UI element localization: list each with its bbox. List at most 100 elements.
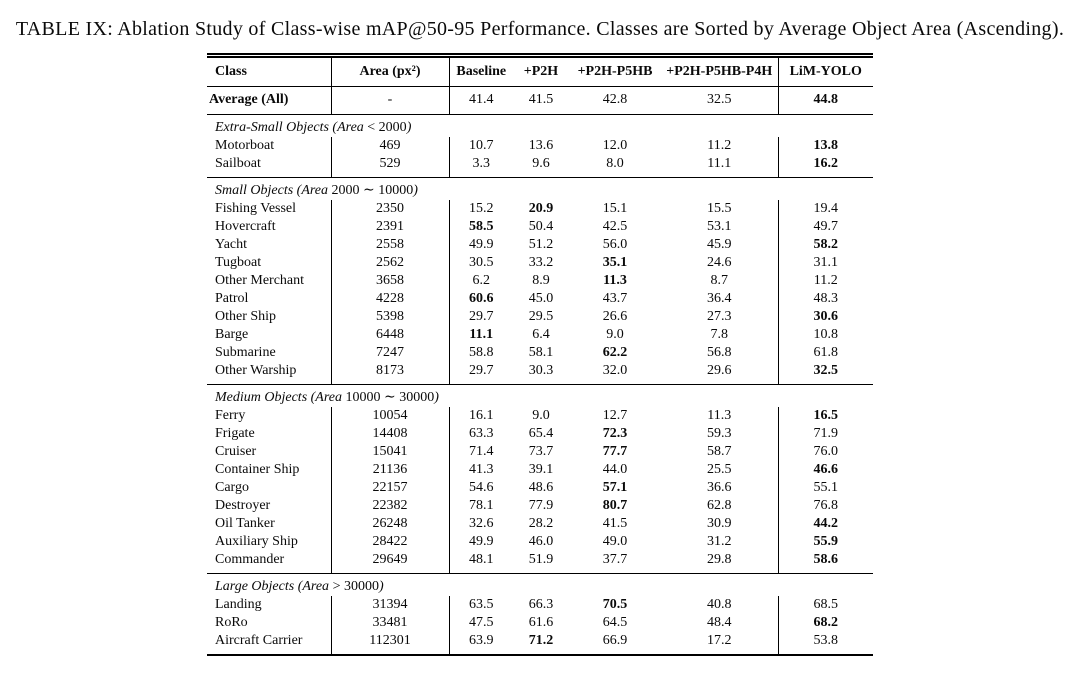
cell-map-value: 19.4 — [777, 200, 873, 218]
cell-map-value: 58.5 — [469, 219, 494, 234]
cell-map-value: 42.8 — [602, 92, 628, 107]
section-header-row: Large Objects (Area > 30000) — [207, 573, 873, 596]
cell-class: Destroyer — [207, 497, 332, 515]
cell-map-value: 50.4 — [528, 219, 554, 234]
cell-map-value: 54.6 — [469, 480, 494, 495]
cell-map-value: 41.5 — [528, 92, 554, 107]
cell-area: 2391 — [331, 218, 450, 236]
cell-area: 22382 — [331, 497, 450, 515]
cell-map-value: 41.3 — [469, 462, 494, 477]
cell-map-value: 33.2 — [528, 255, 554, 270]
cell-area: 2350 — [331, 200, 450, 218]
cell-class: Patrol — [207, 290, 332, 308]
cell-map-value: 31.1 — [777, 254, 873, 272]
cell-map-value: 41.5 — [602, 516, 628, 531]
cell-area: 7247 — [331, 344, 450, 362]
table-body: Average (All) -41.4 41.5 42.8 32.5 44.8 Extra-… — [207, 86, 873, 655]
cell-class: Yacht — [207, 236, 332, 254]
table-row: Other Warship 8173 29.7 30.3 32.0 29.6 32.5 — [207, 362, 873, 385]
cell-map-value: 17.2 — [707, 633, 732, 648]
cell-map-value: 58.6 — [777, 551, 873, 574]
cell-class: Barge — [207, 326, 332, 344]
cell-map-value: 27.3 — [707, 309, 732, 324]
cell-map-value: 15.5 — [707, 201, 732, 216]
table-row: Container Ship 21136 41.3 39.1 44.0 25.5 46.6 — [207, 461, 873, 479]
table-row: Destroyer 22382 78.1 77.9 80.7 62.8 76.8 — [207, 497, 873, 515]
column-header: LiM-YOLO — [777, 55, 873, 87]
cell-map-value: 11.3 — [603, 273, 627, 288]
cell-area: 5398 — [331, 308, 450, 326]
cell-map-value: 72.3 — [602, 426, 628, 441]
cell-map-value: 6.2 — [472, 273, 491, 288]
cell-map-value: 41.4 — [469, 92, 494, 107]
cell-map-value: 31.2 — [707, 534, 732, 549]
cell-map-value: 70.5 — [602, 597, 628, 612]
cell-map-value: 11.2 — [777, 272, 873, 290]
cell-map-value: 42.5 — [602, 219, 628, 234]
section-header-row: Medium Objects (Area 10000 ∼ 30000) — [207, 384, 873, 407]
table-row: Barge 6448 11.1 6.4 9.0 7.8 10.8 — [207, 326, 873, 344]
cell-area: 469 — [331, 137, 450, 155]
table-row: Cruiser 15041 71.4 73.7 77.7 58.7 76.0 — [207, 443, 873, 461]
table-row: Landing 31394 63.5 66.3 70.5 40.8 68.5 — [207, 596, 873, 614]
section-title-range: 2000 ∼ 10000 — [331, 183, 414, 198]
cell-class: Ferry — [207, 407, 332, 425]
cell-map-value: 32.5 — [707, 92, 732, 107]
cell-map-value: 63.3 — [469, 426, 494, 441]
cell-class: RoRo — [207, 614, 332, 632]
cell-area: 22157 — [331, 479, 450, 497]
section-title: Large Objects (Area > 30000) — [207, 573, 873, 596]
section-title-text: Large Objects (Area — [215, 579, 333, 594]
cell-map-value: 46.0 — [528, 534, 554, 549]
cell-map-value: 40.8 — [707, 597, 732, 612]
cell-map-value: 7.8 — [710, 327, 729, 342]
cell-map-value: 8.7 — [710, 273, 729, 288]
column-header: +P2H-P5HB-P4H — [661, 55, 778, 87]
section-title-text: ) — [378, 579, 384, 594]
cell-map-value: 29.6 — [707, 363, 732, 378]
table-row: Submarine 7247 58.8 58.1 62.2 56.8 61.8 — [207, 344, 873, 362]
cell-map-value: 39.1 — [528, 462, 554, 477]
table-row: Cargo 22157 54.6 48.6 57.1 36.6 55.1 — [207, 479, 873, 497]
cell-class: Auxiliary Ship — [207, 533, 332, 551]
cell-map-value: 65.4 — [528, 426, 554, 441]
cell-area: 26248 — [331, 515, 450, 533]
table-row: Motorboat 469 10.7 13.6 12.0 11.2 13.8 — [207, 137, 873, 155]
cell-map-value: 11.1 — [469, 327, 494, 342]
table-header: Class Area (px²) Baseline +P2H +P2H-P5HB +P2H… — [207, 55, 873, 87]
cell-map-value: 29.7 — [469, 309, 494, 324]
cell-map-value: 9.0 — [532, 408, 550, 423]
cell-area: 31394 — [331, 596, 450, 614]
cell-map-value: 15.1 — [602, 201, 628, 216]
cell-area: 4228 — [331, 290, 450, 308]
cell-map-value: 49.0 — [602, 534, 628, 549]
cell-map-value: 48.1 — [469, 552, 494, 567]
cell-class: Sailboat — [207, 155, 332, 178]
table-row: RoRo 33481 47.5 61.6 64.5 48.4 68.2 — [207, 614, 873, 632]
cell-map-value: 57.1 — [602, 480, 628, 495]
cell-map-value: 10.8 — [777, 326, 873, 344]
section-title-text: Extra-Small Objects (Area — [215, 120, 368, 135]
cell-map-value: 35.1 — [602, 255, 628, 270]
average-row: Average (All) - 41.4 41.5 42.8 32.5 44.8 — [207, 86, 873, 115]
cell-map-value: 11.3 — [707, 408, 732, 423]
cell-map-value: 58.1 — [528, 345, 554, 360]
cell-map-value: 29.7 — [469, 363, 494, 378]
ablation-table: Class Area (px²) Baseline +P2H +P2H-P5HB +P2H… — [207, 53, 873, 656]
cell-class: Average (All) — [207, 86, 332, 115]
cell-map-value: 76.0 — [777, 443, 873, 461]
cell-map-value: 30.6 — [777, 308, 873, 326]
cell-area: 29649 — [331, 551, 450, 574]
cell-class: Oil Tanker — [207, 515, 332, 533]
cell-map-value: 25.5 — [707, 462, 732, 477]
cell-map-value: 51.2 — [528, 237, 554, 252]
cell-map-value: 20.9 — [528, 201, 554, 216]
cell-map-value: 68.2 — [777, 614, 873, 632]
cell-map-value: 9.0 — [606, 327, 624, 342]
cell-area: 15041 — [331, 443, 450, 461]
cell-class: Other Merchant — [207, 272, 332, 290]
cell-map-value: 59.3 — [707, 426, 732, 441]
cell-map-value: 73.7 — [528, 444, 554, 459]
section-title-range: < 2000 — [367, 120, 407, 135]
cell-map-value: 11.1 — [707, 156, 732, 171]
